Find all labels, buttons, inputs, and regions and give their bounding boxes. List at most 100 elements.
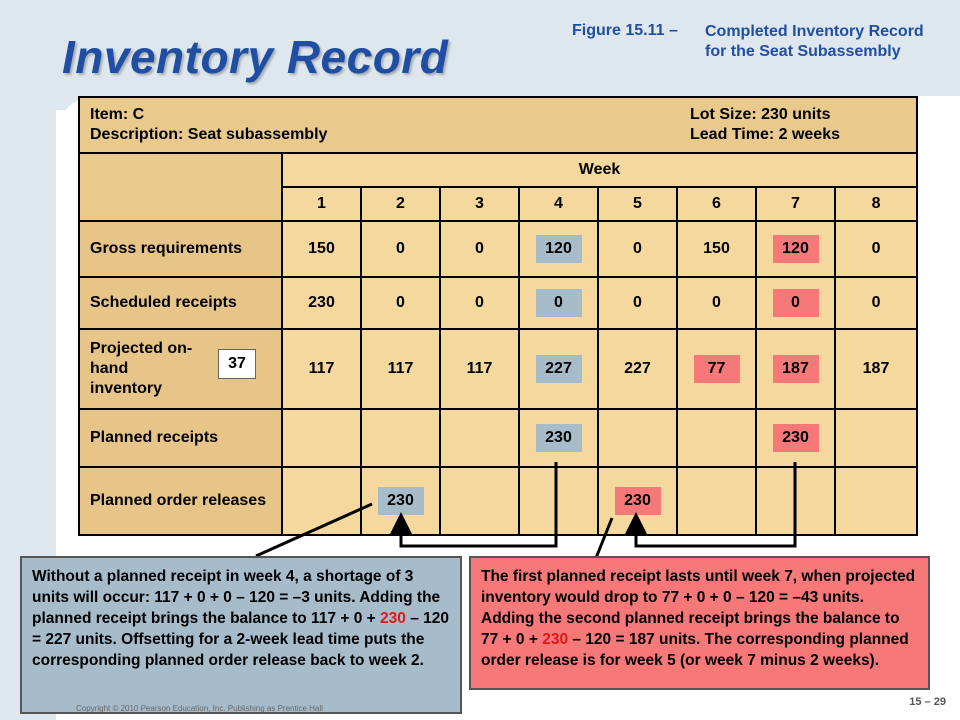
onhand-value: 227 bbox=[535, 355, 582, 383]
week-number-cell: 4 bbox=[518, 186, 599, 222]
callout-line-right bbox=[594, 517, 614, 559]
item-label: Item: C bbox=[90, 106, 145, 123]
gross-cell: 0 bbox=[439, 220, 520, 278]
gross-requirements-row: Gross requirements 150 0 0 120 0 150 120 0 bbox=[78, 220, 919, 278]
note-b-text-1: The first planned receipt lasts until we… bbox=[481, 568, 916, 648]
lot-info: Lot Size: 230 units Lead Time: 2 weeks bbox=[690, 105, 840, 145]
planned-releases-value: 230 bbox=[377, 487, 424, 515]
scheduled-receipts-label: Scheduled receipts bbox=[78, 276, 283, 330]
onhand-value: 117 bbox=[387, 360, 414, 377]
scheduled-value: 0 bbox=[772, 289, 819, 317]
gross-value: 150 bbox=[703, 240, 730, 257]
gross-value: 150 bbox=[308, 240, 335, 257]
planned-receipts-value: 230 bbox=[772, 424, 819, 452]
planned-receipts-value: 230 bbox=[535, 424, 582, 452]
inventory-record-table: Item: C Description: Seat subassembly Lo… bbox=[77, 96, 919, 536]
item-info: Item: C Description: Seat subassembly bbox=[90, 105, 327, 145]
week-title-cell: Week bbox=[280, 152, 919, 188]
scheduled-cell: 0 bbox=[676, 276, 757, 330]
week-number-cell: 6 bbox=[676, 186, 757, 222]
onhand-cell: 77 bbox=[676, 328, 757, 410]
planned-releases-cell bbox=[518, 466, 599, 536]
arrow-week2-to-week4 bbox=[389, 462, 558, 548]
corner-cell bbox=[78, 152, 283, 222]
week-number-cell: 2 bbox=[360, 186, 441, 222]
scheduled-value: 0 bbox=[475, 294, 484, 311]
note-b-text-2: – 120 = 187 units. The corresponding pla… bbox=[481, 631, 909, 669]
onhand-cell: 117 bbox=[360, 328, 441, 410]
scheduled-cell: 230 bbox=[281, 276, 362, 330]
scheduled-value: 0 bbox=[535, 289, 582, 317]
scheduled-cell: 0 bbox=[597, 276, 678, 330]
figure-number: Figure 15.11 – bbox=[572, 22, 678, 39]
planned-receipts-cell bbox=[676, 408, 757, 468]
planned-receipts-cell bbox=[360, 408, 441, 468]
planned-releases-cell bbox=[439, 466, 520, 536]
planned-receipts-cell bbox=[439, 408, 520, 468]
copyright-footer: Copyright © 2010 Pearson Education, Inc.… bbox=[76, 704, 323, 713]
planned-receipts-cell: 230 bbox=[518, 408, 599, 468]
week-number-cell: 7 bbox=[755, 186, 836, 222]
gross-value: 0 bbox=[633, 240, 642, 257]
gross-value: 0 bbox=[396, 240, 405, 257]
onhand-value: 187 bbox=[772, 355, 819, 383]
onhand-value: 187 bbox=[862, 360, 890, 377]
week-number-cell: 3 bbox=[439, 186, 520, 222]
planned-releases-cell bbox=[833, 466, 919, 536]
planned-receipts-cell bbox=[597, 408, 678, 468]
planned-releases-cell bbox=[676, 466, 757, 536]
scheduled-value: 0 bbox=[871, 294, 881, 311]
week-number-cell: 5 bbox=[597, 186, 678, 222]
lead-time-label: Lead Time: 2 weeks bbox=[690, 126, 840, 143]
onhand-cell: 187 bbox=[755, 328, 836, 410]
gross-cell: 0 bbox=[360, 220, 441, 278]
scheduled-receipts-row: Scheduled receipts 230 0 0 0 0 0 0 0 bbox=[78, 276, 919, 330]
planned-releases-cell bbox=[281, 466, 362, 536]
scheduled-value: 0 bbox=[396, 294, 405, 311]
gross-cell: 0 bbox=[833, 220, 919, 278]
scheduled-cell: 0 bbox=[755, 276, 836, 330]
gross-value: 120 bbox=[772, 235, 819, 263]
page-title: Inventory Record bbox=[62, 31, 449, 83]
planned-receipts-row: Planned receipts 230 230 bbox=[78, 408, 919, 468]
gross-value: 0 bbox=[475, 240, 484, 257]
note-a-text-1: Without a planned receipt in week 4, a s… bbox=[32, 568, 441, 627]
week7-explanation-note: The first planned receipt lasts until we… bbox=[469, 556, 930, 690]
header-band bbox=[0, 0, 960, 110]
scheduled-value: 230 bbox=[308, 294, 335, 311]
description-label: Description: Seat subassembly bbox=[90, 126, 328, 143]
initial-on-hand-box: 37 bbox=[218, 349, 256, 379]
onhand-value: 117 bbox=[308, 360, 335, 377]
gross-value: 0 bbox=[871, 240, 881, 257]
scheduled-cell: 0 bbox=[518, 276, 599, 330]
note-a-text-2: – 120 = 227 units. Offsetting for a 2-we… bbox=[32, 610, 449, 669]
planned-receipts-cell bbox=[833, 408, 919, 468]
planned-releases-value: 230 bbox=[614, 487, 661, 515]
gross-cell: 150 bbox=[676, 220, 757, 278]
gross-value: 120 bbox=[535, 235, 582, 263]
page-number: 15 – 29 bbox=[909, 696, 946, 708]
projected-on-hand-row: Projected on-hand inventory 37 117 117 117… bbox=[78, 328, 919, 410]
gross-cell: 150 bbox=[281, 220, 362, 278]
onhand-cell: 117 bbox=[281, 328, 362, 410]
planned-receipts-cell bbox=[281, 408, 362, 468]
onhand-value: 77 bbox=[693, 355, 740, 383]
item-info-cell: Item: C Description: Seat subassembly Lo… bbox=[77, 96, 919, 154]
gross-requirements-label: Gross requirements bbox=[78, 220, 283, 278]
header-info-row: Item: C Description: Seat subassembly Lo… bbox=[77, 96, 919, 154]
onhand-cell: 227 bbox=[597, 328, 678, 410]
callout-line-left bbox=[255, 502, 373, 558]
scheduled-cell: 0 bbox=[360, 276, 441, 330]
scheduled-value: 0 bbox=[712, 294, 721, 311]
projected-on-hand-label-cell: Projected on-hand inventory 37 bbox=[78, 328, 283, 410]
planned-order-releases-row: Planned order releases 230 230 bbox=[78, 466, 919, 536]
scheduled-value: 0 bbox=[633, 294, 642, 311]
arrow-week5-to-week7 bbox=[624, 462, 797, 548]
planned-receipts-label: Planned receipts bbox=[78, 408, 283, 468]
gross-cell: 120 bbox=[518, 220, 599, 278]
week4-explanation-note: Without a planned receipt in week 4, a s… bbox=[20, 556, 462, 714]
note-b-highlight: 230 bbox=[542, 631, 569, 648]
onhand-cell: 187 bbox=[833, 328, 919, 410]
